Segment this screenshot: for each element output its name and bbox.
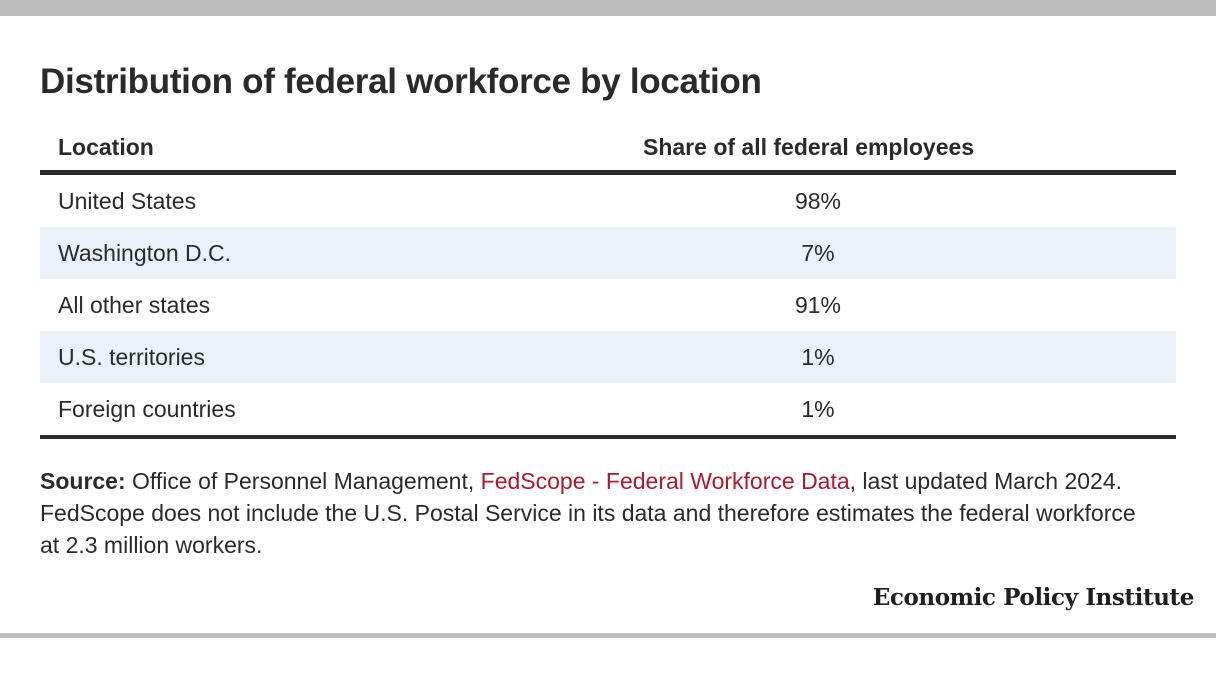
top-frame-bar xyxy=(0,0,1216,16)
share-cell: 7% xyxy=(801,240,835,266)
location-cell: U.S. territories xyxy=(58,344,205,370)
share-cell: 91% xyxy=(794,292,842,318)
column-header-location: Location xyxy=(58,134,154,160)
share-cell: 1% xyxy=(801,396,835,422)
table-row: Foreign countries 1% xyxy=(40,383,1176,435)
bottom-frame-bar xyxy=(0,633,1216,638)
location-cell: All other states xyxy=(58,292,211,318)
location-cell: Foreign countries xyxy=(58,396,236,422)
chart-title: Distribution of federal workforce by loc… xyxy=(40,62,762,101)
table-bottom-rule xyxy=(40,435,1176,439)
share-cell: 98% xyxy=(794,188,842,214)
source-text-after: , last updated March 2024. FedScope does… xyxy=(40,468,1136,558)
data-table: Location Share of all federal employees … xyxy=(40,124,1176,439)
table-header: Location Share of all federal employees xyxy=(40,124,1176,175)
source-text-before: Office of Personnel Management, xyxy=(125,468,481,494)
table-row: U.S. territories 1% xyxy=(40,331,1176,383)
column-header-share: Share of all federal employees xyxy=(643,134,975,160)
table-row: United States 98% xyxy=(40,175,1176,227)
location-cell: United States xyxy=(58,188,197,214)
source-link[interactable]: FedScope - Federal Workforce Data xyxy=(480,468,850,494)
publisher-logo: Economic Policy Institute xyxy=(872,584,1195,611)
share-cell: 1% xyxy=(801,344,835,370)
source-label: Source: xyxy=(40,468,126,494)
table-row: All other states 91% xyxy=(40,279,1176,331)
source-note: Source: Office of Personnel Management, … xyxy=(40,465,1160,561)
location-cell: Washington D.C. xyxy=(58,240,231,266)
table-row: Washington D.C. 7% xyxy=(40,227,1176,279)
